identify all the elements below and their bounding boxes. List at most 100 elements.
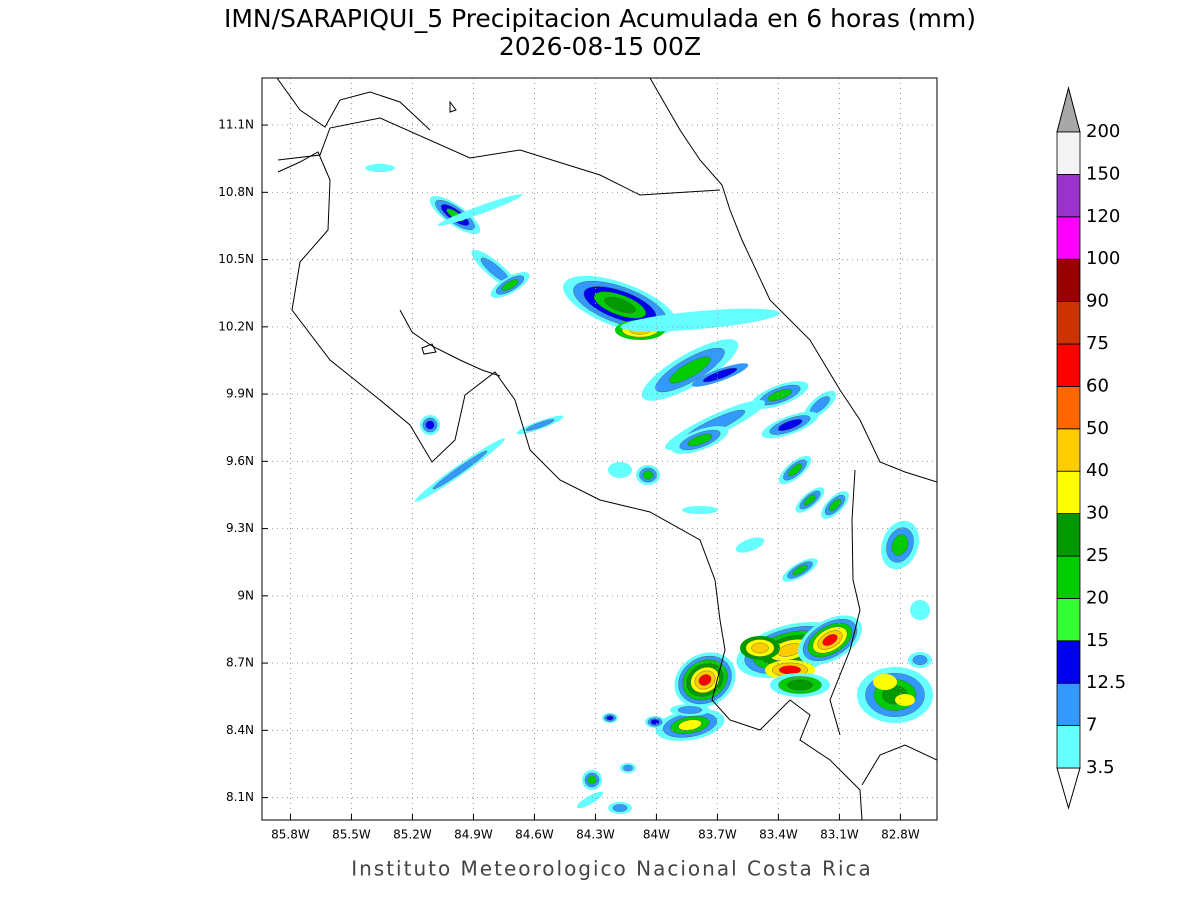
- footer: Instituto Meteorologico Nacional Costa R…: [351, 857, 873, 881]
- lon-tick-label: 85.2W: [393, 828, 432, 842]
- colorbar-label: 120: [1086, 206, 1120, 227]
- lat-tick-label: 8.1N: [226, 790, 254, 804]
- rain-layer: [365, 164, 933, 814]
- colorbar-label: 75: [1086, 333, 1109, 354]
- rain-area: [777, 419, 803, 431]
- lat-tick-label: 8.4N: [226, 723, 254, 737]
- border: [277, 117, 721, 196]
- rain-area: [687, 433, 713, 447]
- lat-tick-label: 8.7N: [226, 656, 254, 670]
- rain-area: [501, 279, 519, 291]
- lon-tick-label: 82.8W: [881, 828, 920, 842]
- rain-area: [608, 462, 632, 478]
- rain-area: [623, 764, 634, 772]
- rain-area: [682, 506, 718, 514]
- title: IMN/SARAPIQUI_5 Precipitacion Acumulada …: [224, 4, 976, 33]
- colorbar-label: 150: [1086, 163, 1120, 184]
- rain-area: [606, 715, 614, 721]
- coastline: [649, 78, 937, 483]
- colorbar-segment: [1056, 428, 1081, 472]
- colorbar-label: 15: [1086, 630, 1109, 651]
- rain-area: [677, 706, 703, 714]
- colorbar-segment: [1056, 343, 1081, 387]
- colorbar-label: 3.5: [1086, 757, 1115, 778]
- rain-area: [587, 775, 597, 785]
- rain-area: [425, 420, 435, 430]
- colorbar-segment: [1056, 216, 1081, 260]
- colorbar-label: 200: [1086, 121, 1120, 142]
- colorbar-segment: [1056, 173, 1081, 218]
- colorbar-segment: [1056, 725, 1081, 769]
- colorbar-segment: [1056, 385, 1081, 430]
- rain-area: [365, 164, 395, 172]
- lake-shore: [276, 78, 431, 131]
- rain-area: [620, 308, 780, 332]
- rain-area: [612, 804, 628, 812]
- colorbar-segment: [1056, 301, 1081, 345]
- rain-area: [432, 450, 488, 490]
- rain-area: [525, 419, 555, 431]
- colorbar-label: 100: [1086, 248, 1120, 269]
- lon-tick-label: 85.8W: [271, 828, 310, 842]
- coastlines: [276, 78, 937, 820]
- rain-area: [735, 537, 765, 553]
- rain-area: [576, 791, 604, 809]
- lat-tick-label: 10.2N: [218, 319, 254, 333]
- colorbar-label: 12.5: [1086, 672, 1126, 693]
- lon-tick-label: 83.4W: [759, 828, 798, 842]
- lat-tick-label: 11.1N: [218, 118, 254, 132]
- lon-tick-label: 84.3W: [576, 828, 615, 842]
- rain-area: [891, 534, 909, 556]
- rain-area: [912, 655, 928, 666]
- rain-area: [604, 296, 636, 314]
- rain-area: [895, 694, 915, 706]
- rain-area: [437, 194, 523, 226]
- rain-area: [678, 719, 702, 731]
- rain-area: [669, 356, 711, 384]
- rain-area: [751, 642, 769, 654]
- rain-area: [650, 719, 660, 725]
- rain-area: [822, 634, 838, 646]
- lon-tick-label: 85.5W: [332, 828, 371, 842]
- rain-area: [828, 498, 842, 512]
- coastline: [277, 151, 863, 820]
- colorbar-label: 90: [1086, 291, 1109, 312]
- rain-area: [910, 600, 930, 620]
- lat-tick-label: 10.5N: [218, 252, 254, 266]
- colorbar-segment: [1056, 470, 1081, 515]
- colorbar-label: 30: [1086, 503, 1109, 524]
- island: [421, 343, 437, 355]
- colorbar-over: [1056, 86, 1081, 133]
- rain-area: [698, 674, 712, 686]
- colorbar-label: 20: [1086, 587, 1109, 608]
- rain-area: [767, 388, 793, 402]
- colorbar-segment: [1056, 131, 1081, 175]
- colorbar-label: 7: [1086, 715, 1097, 736]
- island: [449, 100, 457, 113]
- rain-area: [642, 470, 654, 480]
- colorbar-segment: [1056, 555, 1081, 599]
- rain-area: [787, 463, 803, 477]
- rain-area: [803, 494, 817, 506]
- colorbar-segment: [1056, 598, 1081, 642]
- subtitle: 2026-08-15 00Z: [499, 32, 701, 61]
- colorbar-label: 25: [1086, 545, 1109, 566]
- coastline: [399, 309, 501, 377]
- colorbar-segment: [1056, 513, 1081, 557]
- plot-frame: [261, 77, 938, 821]
- colorbar-under: [1056, 767, 1081, 810]
- lon-tick-label: 84.6W: [515, 828, 554, 842]
- rain-area: [786, 679, 814, 691]
- rain-area: [792, 564, 808, 576]
- colorbar-label: 50: [1086, 418, 1109, 439]
- lat-tick-label: 9N: [237, 588, 254, 602]
- lat-tick-label: 9.3N: [226, 521, 254, 535]
- lat-tick-label: 10.8N: [218, 185, 254, 199]
- lon-tick-label: 84.9W: [454, 828, 493, 842]
- colorbar: 3.5 7 12.5 15 20 25 30 40 50 60 75 90 100 120 150 200: [1056, 86, 1126, 810]
- lon-tick-label: 84W: [643, 828, 670, 842]
- border: [829, 469, 861, 736]
- colorbar-segment: [1056, 258, 1081, 303]
